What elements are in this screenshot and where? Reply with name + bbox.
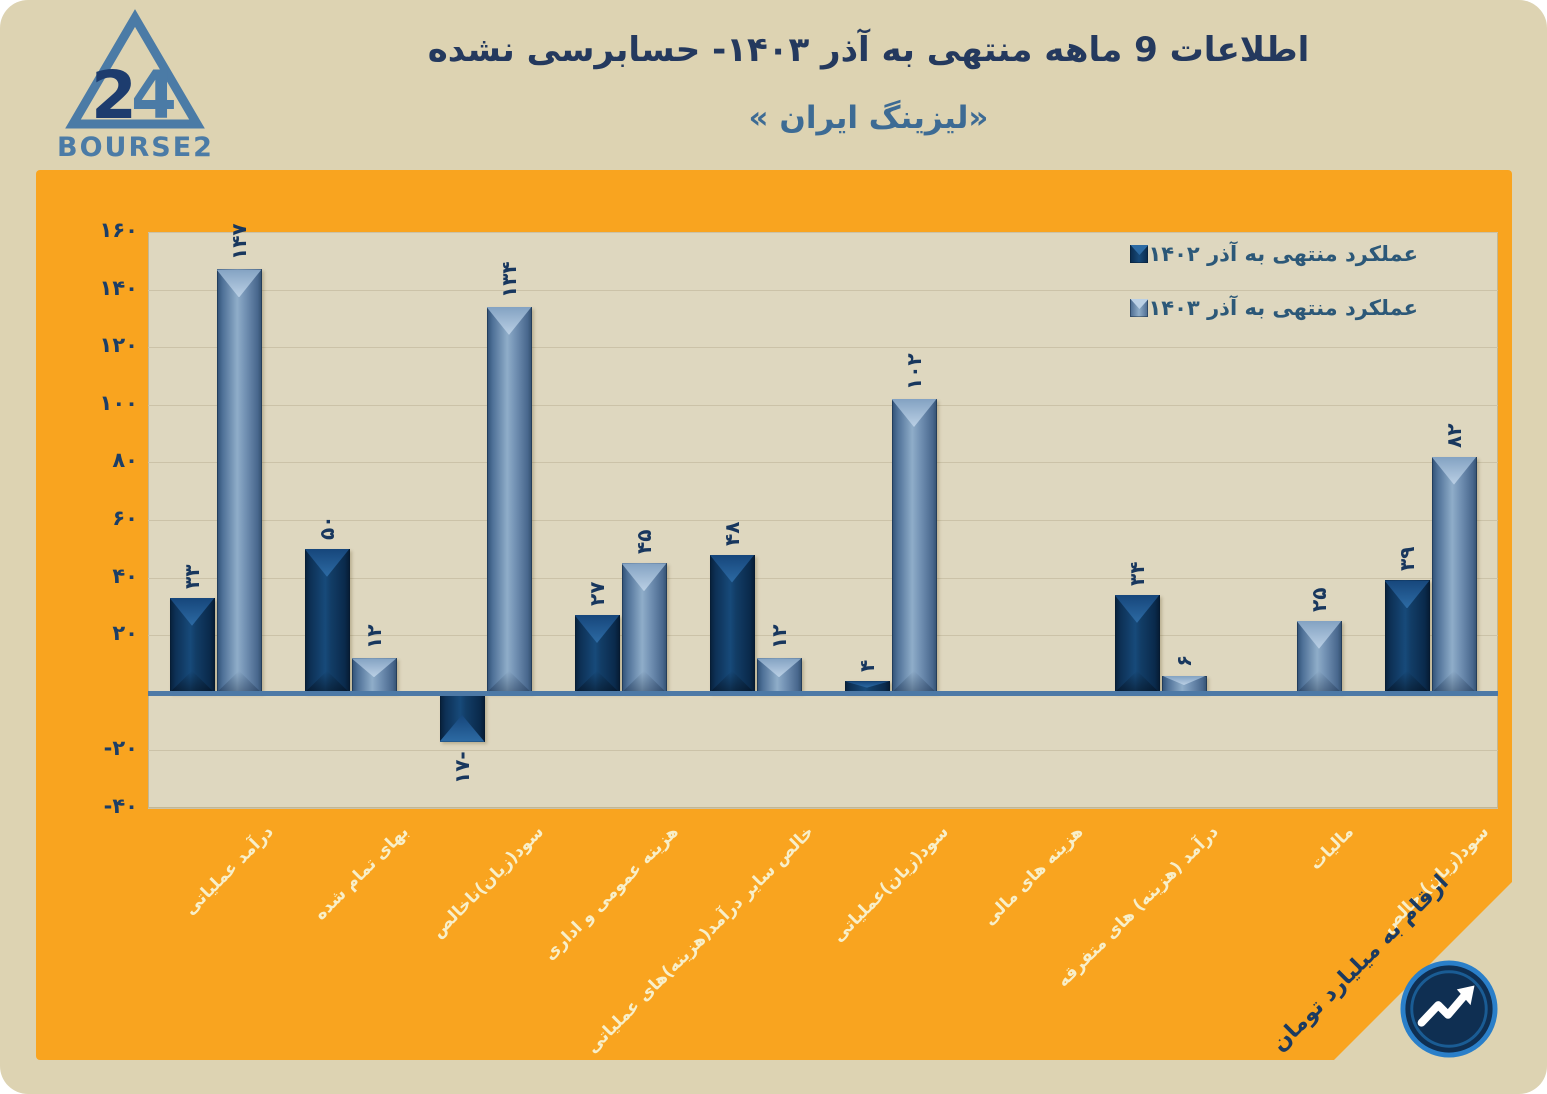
legend-label-1403: عملکرد منتهی به آذر ۱۴۰۳: [1148, 296, 1418, 320]
bar-1402-cat6: [844, 681, 890, 693]
bar-value-label: ۴۸: [720, 521, 744, 546]
bar-1403-cat4: [621, 563, 667, 693]
y-tick-label: ۱۴۰: [99, 275, 138, 300]
bar-1403-cat2: [351, 658, 397, 693]
x-category-label: هزینه عمومی و اداری: [540, 822, 683, 965]
gridline: [148, 520, 1498, 521]
gridline: [148, 232, 1498, 233]
zero-axis-line: [148, 690, 1498, 696]
bar-1403-cat9: [1296, 620, 1342, 693]
gridline: [148, 289, 1498, 291]
bar-value-label: ۲۵: [1307, 587, 1331, 612]
chart-panel: ۱۶۰ ۱۴۰ ۱۲۰ ۱۰۰ ۸۰ ۶۰ ۴۰ ۲۰ -۲۰ -۴۰ درآمد عملیاتی ب…: [36, 170, 1512, 1060]
legend-item-1402: عملکرد منتهی به آذر ۱۴۰۲: [1130, 240, 1432, 268]
y-tick-label: ۲۰: [112, 621, 138, 646]
y-tick-label: -۴۰: [103, 794, 138, 818]
bar-value-label: ۱۳۴: [497, 261, 521, 298]
x-category-label: بهای تمام شده: [310, 822, 413, 925]
legend-swatch-1402: [1130, 245, 1149, 263]
badge-inner-ring: [1410, 970, 1488, 1048]
x-category-label: درآمد عملیاتی: [180, 822, 278, 920]
page-title: اطلاعات 9 ماهه منتهی به آذر ۱۴۰۳- حسابرس…: [427, 30, 1310, 70]
bar-1402-cat3: [439, 692, 485, 742]
bar-1402-cat2: [304, 548, 350, 693]
bar-1403-cat8: [1161, 675, 1207, 693]
bar-value-label: ۱۲: [362, 624, 386, 650]
bar-value-label: ۱۴۷: [227, 223, 251, 261]
bar-value-label: -۱۷: [450, 751, 474, 784]
bar-1402-cat1: [169, 597, 215, 693]
y-tick-label: ۱۲۰: [99, 333, 138, 358]
bar-value-label: ۴۵: [632, 529, 656, 555]
x-category-label: سود(زیان)عملیاتی: [828, 822, 953, 947]
bar-value-label: ۳۴: [1125, 561, 1149, 586]
legend-swatch-1403: [1130, 299, 1149, 317]
bar-value-label: ۸۲: [1442, 423, 1466, 448]
bar-1402-cat4: [574, 615, 620, 693]
y-tick-label: ۸۰: [112, 448, 138, 473]
bar-value-label: ۲۷: [585, 581, 609, 607]
logo-digit-4: 4: [131, 57, 177, 134]
page-subtitle: «لیزینگ ایران »: [748, 100, 989, 136]
bar-1403-cat1: [216, 269, 262, 693]
x-category-label: هزینه های مالی: [980, 822, 1088, 930]
trend-arrow-head-icon: [1456, 985, 1475, 1006]
y-tick-label: ۴۰: [112, 563, 138, 588]
bar-value-label: ۶: [1172, 654, 1196, 667]
bar-value-label: ۴: [855, 660, 879, 673]
bar-1403-cat5: [756, 658, 802, 693]
y-tick-label: ۱۶۰: [99, 218, 138, 242]
logo-triangle-icon: [65, 9, 205, 129]
bar-1403-cat10: [1431, 456, 1477, 693]
bar-1403-cat3: [486, 306, 532, 693]
bar-value-label: ۱۲: [767, 624, 791, 650]
x-category-label: درآمد (هزینه) های متفرقه: [1053, 822, 1223, 992]
bourse24-logo: 2 4 BOURSE24: [57, 9, 215, 163]
logo-brand-text: BOURSE24: [57, 132, 215, 163]
x-category-label: مالیات: [1305, 822, 1358, 875]
trend-arrow-icon: [1417, 991, 1469, 1027]
bar-value-label: ۵۰: [315, 515, 339, 540]
gridline: [148, 462, 1498, 464]
bar-value-label: ۳۳: [180, 564, 204, 589]
y-tick-label: -۲۰: [103, 736, 138, 761]
y-tick-label: ۱۰۰: [99, 390, 138, 415]
bar-1402-cat5: [709, 554, 755, 693]
bar-1403-cat6: [891, 399, 937, 693]
gridline: [148, 577, 1498, 579]
bar-1402-cat8: [1114, 594, 1160, 693]
y-tick-label: ۶۰: [112, 506, 138, 530]
bar-value-label: ۱۰۲: [902, 353, 926, 391]
gridline: [148, 750, 1498, 752]
legend: عملکرد منتهی به آذر ۱۴۰۲ عملکرد منتهی به…: [1130, 240, 1432, 348]
bar-value-label: ۳۹: [1395, 547, 1419, 572]
gridline: [148, 808, 1498, 809]
legend-label-1402: عملکرد منتهی به آذر ۱۴۰۲: [1148, 242, 1418, 266]
gridline: [148, 347, 1498, 349]
x-category-label: سود(زیان)ناخالص: [427, 822, 548, 942]
logo-digit-2: 2: [91, 57, 137, 134]
gridline: [148, 635, 1498, 637]
bourse24-badge-icon: [1400, 960, 1498, 1058]
x-category-label: خالص سایر درآمد(هزینه)های عملیاتی: [582, 822, 818, 1058]
bar-1402-cat10: [1384, 580, 1430, 693]
gridline: [148, 404, 1498, 406]
legend-item-1403: عملکرد منتهی به آذر ۱۴۰۳: [1130, 294, 1432, 322]
